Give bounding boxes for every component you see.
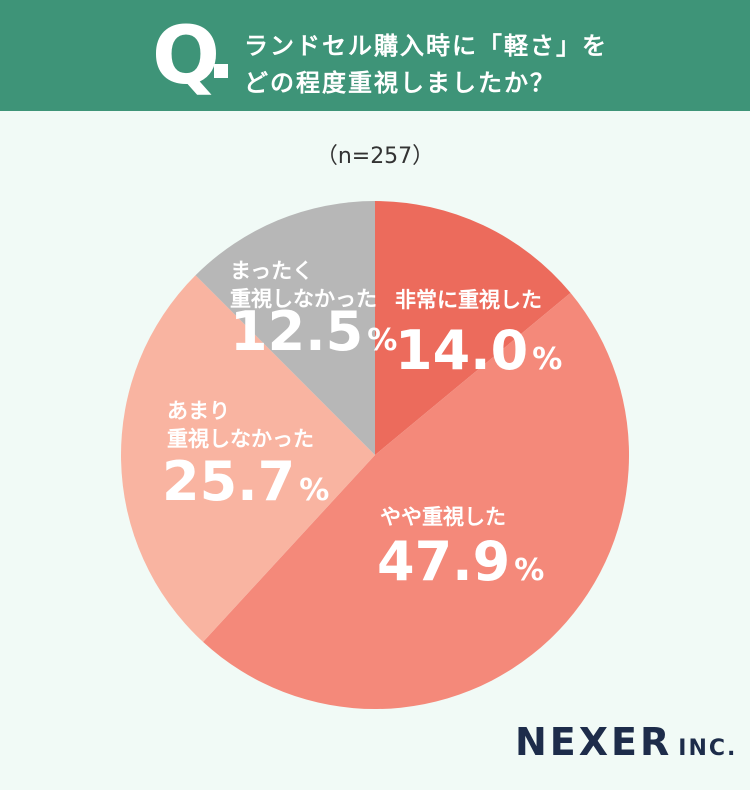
slice-value-3: 25.7% [162,450,329,513]
q-mark: Q [152,9,220,102]
pie-slice-2 [203,292,630,710]
pie-slice-4 [195,201,375,455]
question-line-2: どの程度重視しましたか？ [244,69,556,97]
slice-value-2: 47.9% [377,530,544,593]
q-dot [214,64,228,78]
pie-slice-3 [120,275,375,642]
sample-size: （n=257） [315,144,435,169]
brand-name: NEXER [515,720,673,764]
slice-label-1: 非常に重視した [395,288,542,312]
slice-label-2: やや重視した [380,505,506,529]
pie-slice-1 [375,201,571,455]
brand-logo: NEXER INC. [515,720,737,764]
slice-label-3: あまり重視しなかった [167,399,314,451]
slice-label-4: まったく重視しなかった [230,259,377,311]
brand-suffix: INC. [678,736,738,761]
slice-value-1: 14.0% [395,319,562,382]
question-line-1: ランドセル購入時に「軽さ」を [244,32,608,60]
slice-value-4: 12.5% [230,300,397,363]
header-banner: Q ランドセル購入時に「軽さ」を どの程度重視しましたか？ [0,0,750,111]
